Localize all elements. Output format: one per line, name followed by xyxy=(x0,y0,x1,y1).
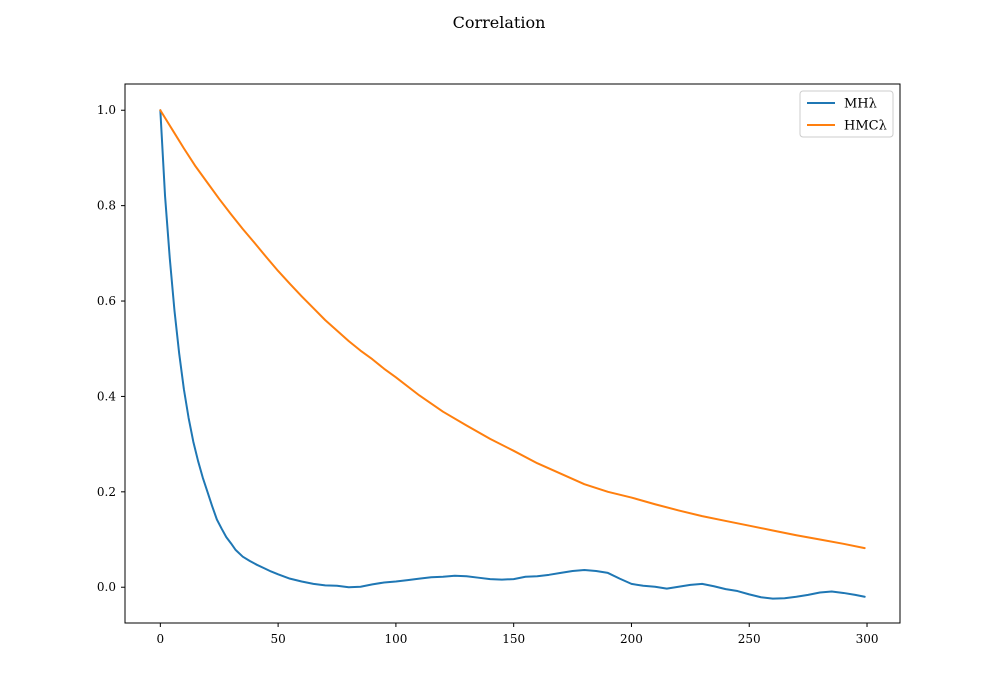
y-tick-label: 0.2 xyxy=(97,485,116,499)
series-layer xyxy=(159,109,866,600)
y-axis: 0.0 0.2 0.4 0.6 0.8 1.0 xyxy=(97,103,125,594)
y-tick-label: 1.0 xyxy=(97,103,116,117)
x-tick-label: 250 xyxy=(738,632,761,646)
x-tick-label: 50 xyxy=(270,632,285,646)
x-axis: 0 50 100 150 200 250 300 xyxy=(157,623,879,646)
y-tick-label: 0.8 xyxy=(97,199,116,213)
series-line-hmc xyxy=(159,109,866,550)
plot-area xyxy=(125,84,900,623)
y-tick-label: 0.0 xyxy=(97,580,116,594)
plot-frame xyxy=(124,83,901,624)
legend-label-mh: MHλ xyxy=(844,97,877,112)
series-line-mh xyxy=(159,109,866,600)
legend-label-hmc: HMCλ xyxy=(844,119,887,134)
y-tick-label: 0.4 xyxy=(97,389,116,403)
x-tick-label: 300 xyxy=(856,632,879,646)
x-tick-label: 150 xyxy=(502,632,525,646)
legend: MHλ HMCλ xyxy=(799,90,894,138)
x-tick-label: 0 xyxy=(157,632,165,646)
x-tick-label: 200 xyxy=(620,632,643,646)
chart-title: Correlation xyxy=(453,13,546,32)
x-tick-label: 100 xyxy=(384,632,407,646)
y-tick-label: 0.6 xyxy=(97,294,116,308)
